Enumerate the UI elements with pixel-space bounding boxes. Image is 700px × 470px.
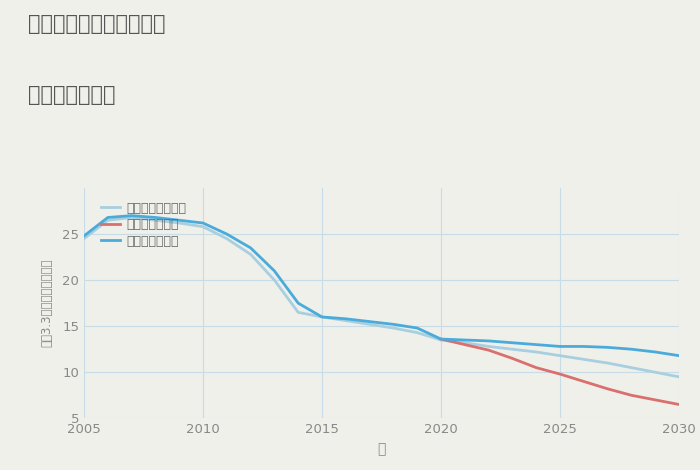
ノーマルシナリオ xyxy=(389,325,398,331)
グッドシナリオ xyxy=(461,337,469,343)
ノーマルシナリオ xyxy=(270,277,279,283)
Y-axis label: 坪（3.3㎡）単価（万円）: 坪（3.3㎡）単価（万円） xyxy=(41,259,54,347)
ノーマルシナリオ xyxy=(151,218,160,223)
グッドシナリオ xyxy=(318,314,326,320)
ノーマルシナリオ xyxy=(318,314,326,320)
グッドシナリオ xyxy=(104,215,112,220)
バッドシナリオ xyxy=(651,397,659,403)
バッドシナリオ xyxy=(627,392,636,398)
バッドシナリオ xyxy=(461,342,469,347)
グッドシナリオ xyxy=(175,218,183,223)
バッドシナリオ xyxy=(508,356,517,361)
グッドシナリオ xyxy=(294,300,302,306)
グッドシナリオ xyxy=(603,345,612,350)
ノーマルシナリオ xyxy=(651,369,659,375)
グッドシナリオ xyxy=(651,349,659,355)
バッドシナリオ xyxy=(580,379,588,384)
ノーマルシナリオ xyxy=(246,251,255,257)
ノーマルシナリオ xyxy=(532,349,540,355)
Line: ノーマルシナリオ: ノーマルシナリオ xyxy=(84,218,679,377)
グッドシナリオ xyxy=(532,342,540,347)
グッドシナリオ xyxy=(627,346,636,352)
ノーマルシナリオ xyxy=(294,310,302,315)
ノーマルシナリオ xyxy=(675,374,683,380)
ノーマルシナリオ xyxy=(508,346,517,352)
グッドシナリオ xyxy=(342,316,350,321)
バッドシナリオ xyxy=(603,386,612,392)
グッドシナリオ xyxy=(580,344,588,349)
グッドシナリオ xyxy=(484,338,493,344)
Line: グッドシナリオ: グッドシナリオ xyxy=(84,216,679,356)
Legend: ノーマルシナリオ, バッドシナリオ, グッドシナリオ: ノーマルシナリオ, バッドシナリオ, グッドシナリオ xyxy=(96,196,191,253)
ノーマルシナリオ xyxy=(580,357,588,362)
ノーマルシナリオ xyxy=(175,220,183,226)
グッドシナリオ xyxy=(199,220,207,226)
バッドシナリオ xyxy=(675,402,683,407)
グッドシナリオ xyxy=(365,319,374,324)
グッドシナリオ xyxy=(437,336,445,342)
Text: 三重県伊賀市上野茅町の: 三重県伊賀市上野茅町の xyxy=(28,14,165,34)
グッドシナリオ xyxy=(413,325,421,331)
グッドシナリオ xyxy=(270,268,279,274)
ノーマルシナリオ xyxy=(80,236,88,242)
グッドシナリオ xyxy=(80,233,88,239)
ノーマルシナリオ xyxy=(199,224,207,229)
Text: 土地の価格推移: 土地の価格推移 xyxy=(28,85,116,105)
バッドシナリオ xyxy=(532,365,540,370)
ノーマルシナリオ xyxy=(342,318,350,323)
バッドシナリオ xyxy=(484,347,493,353)
グッドシナリオ xyxy=(151,215,160,220)
ノーマルシナリオ xyxy=(365,321,374,327)
グッドシナリオ xyxy=(675,353,683,359)
グッドシナリオ xyxy=(246,245,255,251)
グッドシナリオ xyxy=(508,340,517,345)
グッドシナリオ xyxy=(127,213,136,219)
ノーマルシナリオ xyxy=(437,337,445,343)
グッドシナリオ xyxy=(556,344,564,349)
ノーマルシナリオ xyxy=(461,340,469,345)
バッドシナリオ xyxy=(556,371,564,377)
ノーマルシナリオ xyxy=(627,365,636,370)
ノーマルシナリオ xyxy=(413,330,421,336)
X-axis label: 年: 年 xyxy=(377,442,386,456)
ノーマルシナリオ xyxy=(484,344,493,349)
Line: バッドシナリオ: バッドシナリオ xyxy=(441,339,679,405)
ノーマルシナリオ xyxy=(127,215,136,220)
ノーマルシナリオ xyxy=(223,236,231,242)
ノーマルシナリオ xyxy=(556,353,564,359)
ノーマルシナリオ xyxy=(603,360,612,366)
ノーマルシナリオ xyxy=(104,218,112,223)
グッドシナリオ xyxy=(223,231,231,237)
バッドシナリオ xyxy=(437,336,445,342)
グッドシナリオ xyxy=(389,321,398,327)
